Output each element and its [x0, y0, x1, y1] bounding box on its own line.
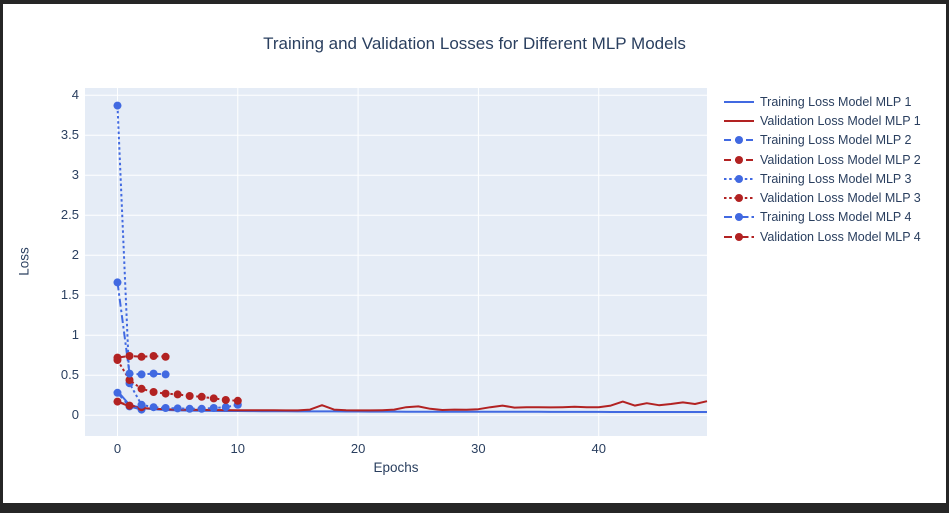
series-marker [137, 400, 146, 409]
y-tick-label: 0.5 [60, 367, 79, 383]
x-tick-label: 0 [113, 441, 122, 456]
legend-swatch-icon [724, 155, 754, 164]
series-marker [113, 397, 122, 406]
series-marker [137, 352, 146, 361]
legend-item[interactable]: Validation Loss Model MLP 1 [723, 111, 921, 130]
legend-label: Validation Loss Model MLP 2 [760, 152, 921, 167]
y-tick-label: 2.5 [60, 207, 79, 223]
series-marker [209, 394, 218, 403]
y-tick-label: 3 [71, 167, 79, 183]
series-marker [125, 376, 134, 384]
x-tick-label: 10 [230, 441, 246, 456]
series-marker [113, 388, 122, 397]
legend-item[interactable]: Training Loss Model MLP 2 [723, 131, 921, 150]
series-marker [221, 396, 230, 404]
series-marker [125, 352, 134, 360]
series-marker [149, 403, 158, 412]
y-tick-label: 4 [71, 87, 79, 103]
y-tick-label: 0 [71, 407, 79, 423]
legend-item[interactable]: Validation Loss Model MLP 3 [723, 188, 921, 207]
x-tick-label: 40 [591, 441, 606, 456]
y-tick-label: 1 [71, 327, 79, 343]
y-tick-label: 2 [71, 247, 79, 263]
series-marker [161, 370, 170, 379]
series-marker [197, 404, 206, 413]
plot-background [85, 88, 707, 436]
x-tick-label: 30 [471, 441, 486, 456]
legend-label: Training Loss Model MLP 2 [760, 133, 912, 148]
legend-label: Training Loss Model MLP 1 [760, 94, 912, 109]
series-marker [173, 404, 182, 413]
legend-swatch-icon [724, 194, 754, 203]
legend-swatch-icon [724, 213, 754, 222]
legend-item[interactable]: Training Loss Model MLP 1 [723, 92, 921, 111]
series-line [116, 392, 142, 411]
legend-swatch-icon [724, 174, 754, 183]
legend-item[interactable]: Training Loss Model MLP 4 [723, 208, 921, 227]
legend-swatch-icon [724, 232, 754, 241]
y-tick-label: 1.5 [60, 287, 79, 303]
series-marker [113, 353, 122, 362]
series-marker [209, 404, 218, 412]
series-marker [161, 389, 170, 398]
legend: Training Loss Model MLP 1 Validation Loss… [723, 92, 921, 246]
chart-svg [85, 88, 708, 436]
series-marker [233, 396, 242, 405]
y-axis-title: Loss [16, 247, 32, 276]
series-marker [137, 384, 146, 393]
series-marker [113, 101, 122, 110]
legend-label: Validation Loss Model MLP 3 [760, 191, 921, 206]
y-tick-label: 3.5 [60, 127, 79, 143]
chart-frame: Training and Validation Losses for Diffe… [3, 4, 946, 503]
legend-label: Training Loss Model MLP 4 [760, 210, 912, 225]
legend-swatch-icon [724, 100, 754, 103]
series-marker [149, 388, 158, 396]
series-marker [149, 369, 158, 378]
legend-item[interactable]: Validation Loss Model MLP 2 [723, 150, 921, 169]
series-marker [137, 370, 146, 379]
series-marker [185, 404, 194, 413]
legend-label: Validation Loss Model MLP 1 [760, 113, 921, 128]
series-marker [161, 404, 170, 412]
x-axis-title: Epochs [373, 460, 419, 475]
series-marker [221, 403, 230, 412]
chart-title: Training and Validation Losses for Diffe… [263, 34, 686, 53]
legend-item[interactable]: Training Loss Model MLP 3 [723, 169, 921, 188]
legend-swatch-icon [724, 119, 754, 122]
series-marker [149, 352, 158, 360]
series-marker [125, 369, 134, 378]
plot-area [3, 4, 946, 508]
series-marker [197, 392, 206, 401]
series-marker [113, 278, 122, 287]
legend-swatch-icon [724, 136, 754, 145]
series-marker [125, 401, 134, 410]
legend-label: Training Loss Model MLP 3 [760, 171, 912, 186]
series-marker [161, 352, 170, 361]
legend-label: Validation Loss Model MLP 4 [760, 229, 921, 244]
legend-item[interactable]: Validation Loss Model MLP 4 [723, 227, 921, 246]
series-marker [173, 390, 182, 399]
series-marker [185, 392, 194, 400]
x-tick-label: 20 [350, 441, 366, 456]
